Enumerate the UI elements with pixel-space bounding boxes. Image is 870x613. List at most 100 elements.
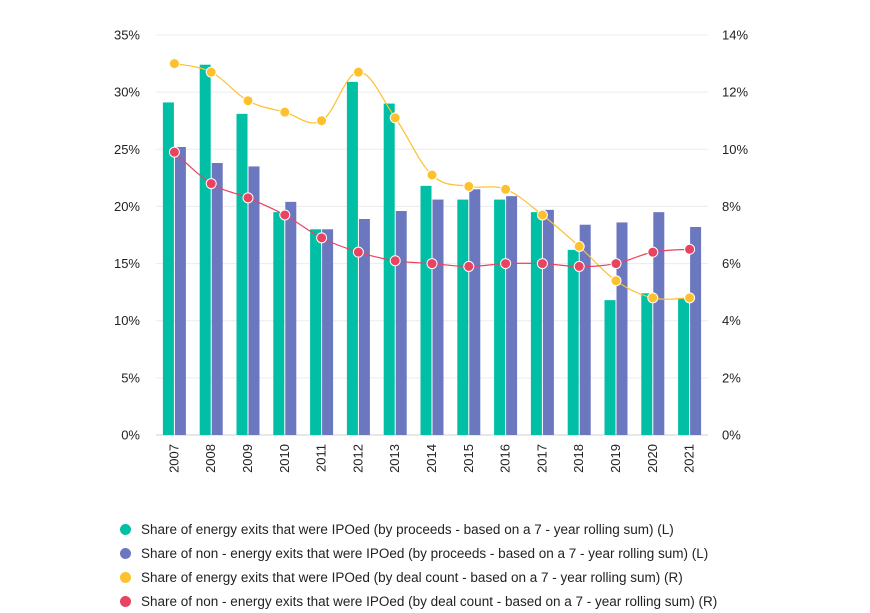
- x-tick-label: 2007: [166, 444, 181, 473]
- point: [610, 258, 622, 270]
- y-left-tick-label: 20%: [114, 199, 140, 214]
- point: [242, 95, 254, 107]
- legend-marker: [120, 547, 131, 559]
- point: [426, 169, 438, 181]
- bar: [285, 201, 297, 435]
- point: [573, 260, 585, 272]
- bar: [530, 212, 542, 435]
- point: [426, 258, 438, 270]
- point: [684, 292, 696, 304]
- y-right-tick-label: 2%: [722, 370, 741, 385]
- bar: [690, 227, 702, 435]
- bar: [248, 166, 260, 435]
- legend-item-nonenergy-dealcount: Share of non - energy exits that were IP…: [120, 589, 717, 613]
- bar: [579, 224, 591, 435]
- point: [168, 146, 180, 158]
- point: [352, 66, 364, 78]
- y-left-tick-label: 0%: [121, 428, 140, 443]
- legend-marker: [120, 571, 131, 583]
- x-tick-label: 2019: [608, 444, 623, 473]
- point: [684, 243, 696, 255]
- x-tick-label: 2008: [203, 444, 218, 473]
- point: [610, 275, 622, 287]
- y-left-tick-label: 35%: [114, 28, 140, 43]
- bar: [162, 102, 174, 435]
- x-tick-label: 2011: [314, 444, 329, 472]
- y-left-tick-label: 15%: [114, 256, 140, 271]
- x-tick-label: 2020: [645, 444, 660, 473]
- bar: [432, 199, 444, 435]
- bar: [211, 163, 223, 435]
- legend-item-nonenergy-proceeds: Share of non - energy exits that were IP…: [120, 541, 717, 565]
- bar: [457, 199, 469, 435]
- x-tick-label: 2016: [498, 444, 513, 473]
- x-tick-label: 2017: [534, 444, 549, 473]
- point: [279, 209, 291, 221]
- point: [205, 178, 217, 190]
- y-right-tick-label: 12%: [722, 85, 748, 100]
- bar: [616, 222, 628, 435]
- point: [500, 183, 512, 195]
- point: [389, 255, 401, 267]
- bar: [346, 81, 358, 435]
- point: [352, 246, 364, 258]
- point: [500, 258, 512, 270]
- bar: [653, 212, 665, 435]
- legend-item-energy-dealcount: Share of energy exits that were IPOed (b…: [120, 565, 717, 589]
- point: [242, 192, 254, 204]
- x-tick-label: 2010: [277, 444, 292, 473]
- legend: Share of energy exits that were IPOed (b…: [120, 517, 717, 613]
- y-right-tick-label: 4%: [722, 313, 741, 328]
- bar: [383, 103, 395, 436]
- y-left-tick-label: 30%: [114, 85, 140, 100]
- point: [168, 58, 180, 70]
- legend-label: Share of energy exits that were IPOed (b…: [141, 521, 674, 537]
- bar: [322, 229, 334, 435]
- bar: [174, 147, 186, 435]
- bar: [199, 64, 211, 435]
- point: [279, 106, 291, 118]
- point: [647, 246, 659, 258]
- point: [536, 258, 548, 270]
- y-left-tick-label: 25%: [114, 142, 140, 157]
- legend-marker: [120, 595, 131, 607]
- x-tick-label: 2018: [571, 444, 586, 473]
- y-left-tick-label: 10%: [114, 313, 140, 328]
- point: [536, 209, 548, 221]
- y-right-tick-label: 10%: [722, 142, 748, 157]
- bar: [494, 199, 506, 435]
- y-right-tick-label: 6%: [722, 256, 741, 271]
- point: [463, 260, 475, 272]
- bar: [236, 113, 248, 435]
- legend-label: Share of energy exits that were IPOed (b…: [141, 569, 683, 585]
- x-tick-label: 2012: [350, 444, 365, 473]
- legend-item-energy-proceeds: Share of energy exits that were IPOed (b…: [120, 517, 717, 541]
- y-left-tick-label: 5%: [121, 370, 140, 385]
- legend-marker: [120, 523, 131, 535]
- bar: [506, 196, 518, 435]
- point: [389, 112, 401, 124]
- x-tick-label: 2015: [461, 444, 476, 473]
- bar: [395, 211, 407, 435]
- x-tick-label: 2013: [387, 444, 402, 473]
- x-tick-label: 2014: [424, 444, 439, 473]
- bar: [273, 212, 285, 435]
- point: [463, 180, 475, 192]
- bar: [469, 189, 481, 435]
- bar: [641, 293, 653, 435]
- x-tick-label: 2009: [240, 444, 255, 473]
- y-right-tick-label: 0%: [722, 428, 741, 443]
- point: [573, 240, 585, 252]
- y-right-tick-label: 8%: [722, 199, 741, 214]
- point: [316, 115, 328, 127]
- bar: [358, 219, 370, 435]
- y-right-tick-label: 14%: [722, 28, 748, 43]
- bar: [310, 229, 322, 435]
- legend-label: Share of non - energy exits that were IP…: [141, 545, 709, 561]
- x-tick-label: 2021: [682, 444, 697, 473]
- bar: [678, 297, 690, 435]
- bar: [542, 209, 554, 435]
- legend-label: Share of non - energy exits that were IP…: [141, 593, 718, 609]
